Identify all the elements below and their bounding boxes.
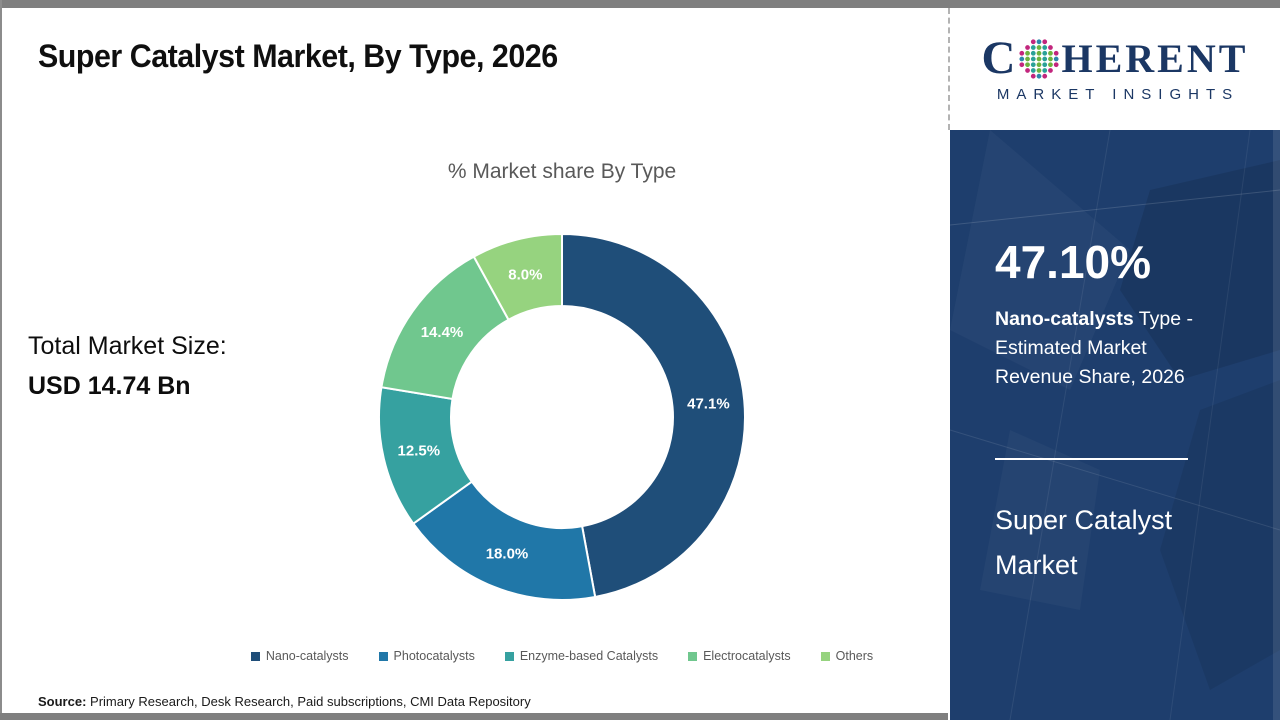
- brand-logo-tagline: MARKET INSIGHTS: [996, 86, 1240, 103]
- legend-item-photocatalysts: Photocatalysts: [378, 649, 475, 663]
- sidebar-market-name: Super Catalyst Market: [995, 505, 1173, 580]
- world-map-pattern-decoration: [950, 130, 1280, 720]
- sidebar-edge-highlight: [1273, 130, 1280, 720]
- chart-title: % Market share By Type: [447, 160, 677, 183]
- slice-value-label: 12.5%: [398, 442, 441, 459]
- highlight-percentage: 47.10%: [995, 236, 1152, 288]
- legend-swatch: [250, 651, 260, 661]
- legend-item-enzyme-based-catalysts: Enzyme-based Catalysts: [504, 649, 659, 663]
- legend-swatch: [378, 651, 388, 661]
- left-border-bar: [0, 0, 2, 720]
- total-market-size-label: Total Market Size:: [28, 332, 227, 360]
- legend-item-nano-catalysts: Nano-catalysts: [250, 649, 349, 663]
- total-market-size-value: USD 14.74 Bn: [28, 372, 191, 400]
- slice-value-label: 47.1%: [687, 396, 730, 413]
- donut-segment-others: [472, 232, 563, 322]
- source-note: Source: Primary Research, Desk Research,…: [38, 694, 531, 709]
- donut-segment-nano-catalysts: [561, 232, 746, 599]
- legend-label: Nano-catalysts: [265, 649, 349, 663]
- page-title: Super Catalyst Market, By Type, 2026: [38, 38, 558, 74]
- legend-swatch: [504, 651, 514, 661]
- legend-swatch: [820, 651, 830, 661]
- highlight-description-bold: Nano-catalysts: [995, 308, 1134, 330]
- legend-item-electrocatalysts: Electrocatalysts: [688, 649, 791, 663]
- total-market-size: Total Market Size: USD 14.74 Bn: [28, 326, 227, 406]
- donut-chart: 47.1% 18.0% 12.5% 14.4% 8.0%: [378, 232, 746, 601]
- dashed-divider: [948, 8, 950, 130]
- brand-logo: C HERENT MARKET INSIGHTS: [950, 8, 1280, 130]
- chart-legend: Nano-catalysts Photocatalysts Enzyme-based…: [175, 649, 949, 663]
- legend-label: Others: [835, 649, 874, 663]
- slice-value-label: 18.0%: [486, 545, 529, 562]
- legend-swatch: [688, 651, 698, 661]
- highlight-description: Nano-catalysts Type - Estimated Market R…: [995, 305, 1230, 392]
- source-text: Primary Research, Desk Research, Paid su…: [86, 694, 531, 709]
- top-border-bar: [0, 0, 1280, 8]
- brand-logo-rest: HERENT: [1061, 35, 1249, 81]
- legend-item-others: Others: [820, 649, 874, 663]
- brand-logo-wordmark: C HERENT: [982, 35, 1249, 82]
- slice-value-label: 14.4%: [421, 324, 464, 341]
- globe-dots-icon: [1018, 38, 1059, 79]
- highlight-description-rest: Type - Estimated Market Revenue Share, 2…: [995, 308, 1193, 388]
- sidebar: 47.10% Nano-catalysts Type - Estimated M…: [950, 130, 1280, 720]
- source-label: Source:: [38, 694, 87, 709]
- legend-label: Electrocatalysts: [703, 649, 791, 663]
- slice-value-label: 8.0%: [508, 267, 542, 284]
- sidebar-divider: [995, 458, 1188, 460]
- legend-label: Photocatalysts: [393, 649, 475, 663]
- legend-label: Enzyme-based Catalysts: [519, 649, 659, 663]
- bottom-border-bar: [0, 713, 948, 720]
- brand-logo-letter: C: [981, 32, 1016, 84]
